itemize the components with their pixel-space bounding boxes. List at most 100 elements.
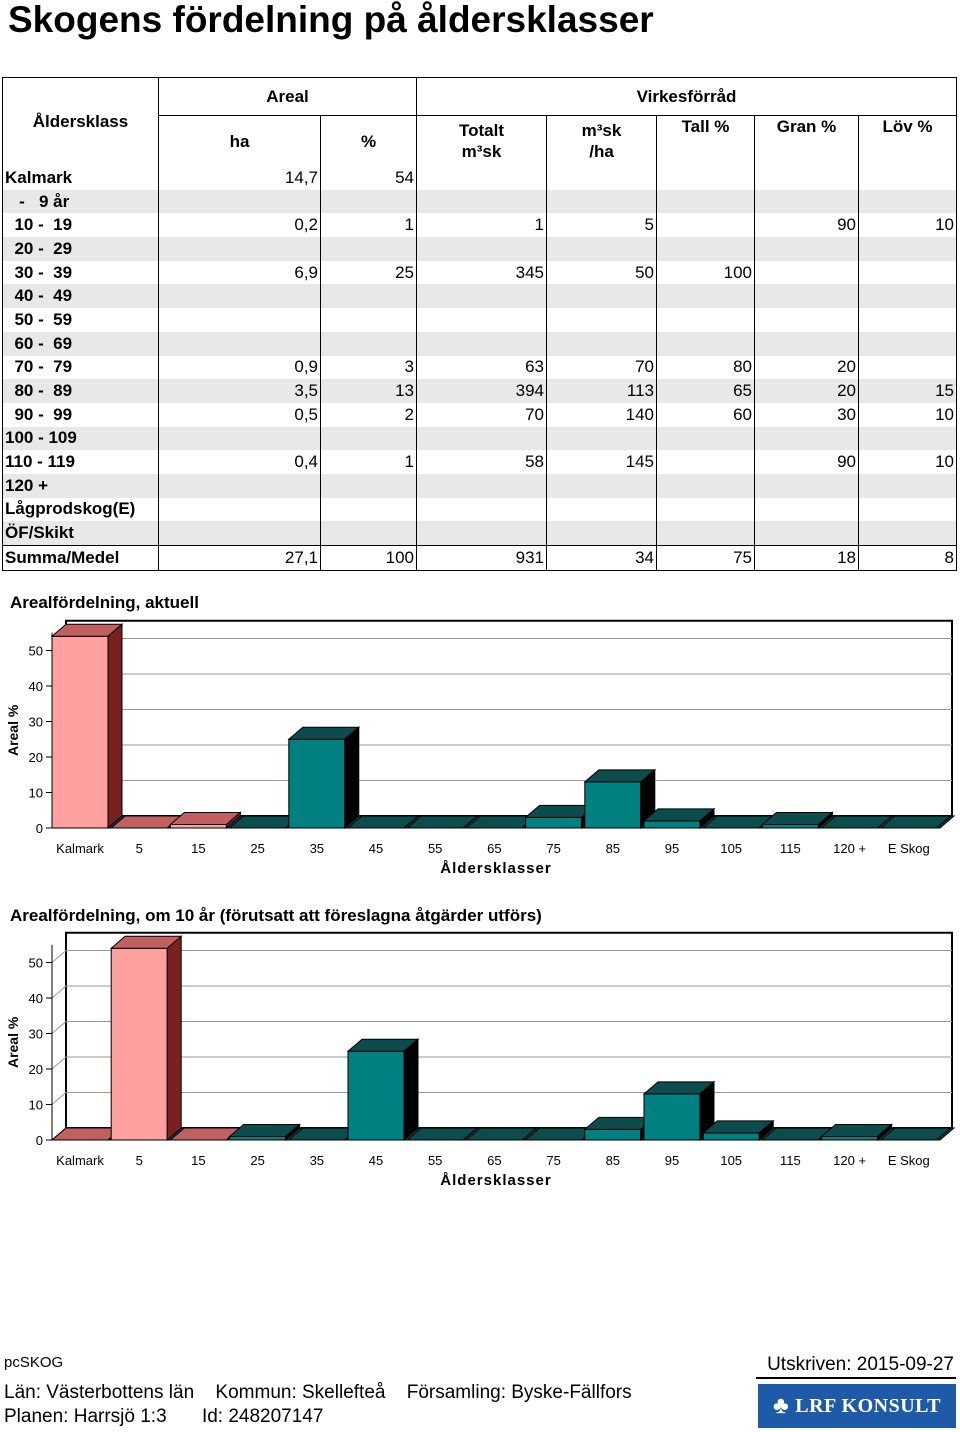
cell-gran — [754, 189, 859, 214]
cell-ha — [158, 237, 321, 261]
kommun-text: Kommun: Skellefteå — [215, 1382, 386, 1403]
cell-pct — [320, 331, 417, 356]
y-tick-label: 30 — [29, 715, 43, 730]
summary-row: Summa/Medel 27,1 100 931 34 75 18 8 — [2, 545, 957, 571]
cell-ha — [158, 521, 321, 546]
cell-m3ha: 113 — [546, 379, 657, 403]
x-tick-label: 45 — [369, 841, 383, 856]
row-label: 10 - 19 — [5, 215, 73, 235]
cell-m3ha — [546, 237, 657, 261]
bar-side — [877, 815, 892, 829]
cell-m3ha — [546, 308, 657, 332]
x-axis-label: Åldersklasser — [440, 1172, 551, 1189]
cell-gran: 20 — [754, 379, 859, 403]
cell-pct: 3 — [320, 355, 417, 380]
bar-side — [403, 1038, 419, 1142]
cell-lov — [857, 473, 957, 498]
bar-side — [403, 815, 419, 829]
cell-pct: 2 — [320, 402, 417, 427]
cell-pct: 1 — [320, 213, 417, 238]
x-tick-label: 115 — [780, 1153, 801, 1168]
row-label: 40 - 49 — [2, 284, 159, 309]
cell-pct: 100 — [320, 545, 417, 571]
cell-tall — [656, 237, 755, 261]
cell-gran — [754, 331, 859, 356]
table-row: 10 - 19 0,2 1 1 5 90 10 — [3, 213, 957, 238]
cell-ha — [158, 308, 321, 332]
y-tick-label: 40 — [29, 679, 43, 694]
bar-side — [462, 815, 478, 829]
cell-lov — [857, 497, 957, 522]
cell-pct — [320, 473, 417, 498]
row-label: Lågprodskog(E) — [5, 499, 136, 519]
x-tick-label: E Skog — [888, 841, 930, 856]
bar-side — [936, 815, 952, 829]
bar — [584, 781, 642, 829]
cell-ha: 0,2 — [158, 213, 321, 238]
cell-gran: 30 — [754, 402, 859, 427]
bar — [821, 1135, 879, 1141]
bar — [169, 823, 227, 829]
grid-line-side — [51, 1092, 67, 1105]
header-totalt-line1: Totalt — [458, 121, 504, 140]
x-tick-label: 95 — [665, 1153, 679, 1168]
table-row: 60 - 69 — [2, 331, 957, 356]
bar — [347, 1050, 405, 1141]
cell-tall — [656, 426, 755, 451]
cell-lov: 10 — [857, 402, 957, 427]
cell-lov — [857, 189, 957, 214]
header-m3sk-line1: m³sk — [581, 121, 622, 140]
x-tick-label: 35 — [310, 841, 324, 856]
row-label: Summa/Medel — [2, 545, 159, 571]
cell-pct — [320, 237, 417, 261]
page-title: Skogens fördelning på åldersklasser — [8, 0, 654, 40]
cell-totalt: 70 — [416, 402, 547, 427]
cell-gran — [754, 308, 859, 332]
x-tick-label: 115 — [780, 841, 801, 856]
grid-line-side — [51, 1056, 67, 1070]
x-tick-label: 15 — [191, 841, 205, 856]
header-areal: Areal — [158, 77, 417, 116]
table-row: Kalmark 14,7 54 — [3, 166, 957, 190]
row-label: 70 - 79 — [5, 357, 73, 377]
x-tick-label: 120 + — [833, 1153, 866, 1168]
cell-m3ha — [546, 331, 657, 356]
cell-gran: 90 — [754, 450, 859, 474]
y-tick-label: 20 — [29, 1062, 43, 1077]
x-tick-label: 5 — [136, 841, 143, 856]
cell-m3ha — [546, 473, 657, 498]
bar — [643, 820, 701, 829]
grid-line-side — [51, 950, 67, 963]
x-tick-label: 120 + — [833, 841, 866, 856]
footer-divider — [756, 1377, 956, 1379]
table-row: 40 - 49 — [2, 284, 957, 309]
row-label: 120 + — [2, 473, 159, 498]
cell-ha: 14,7 — [158, 166, 321, 190]
x-tick-label: 75 — [546, 1153, 560, 1168]
bar-side — [225, 811, 241, 830]
cell-tall: 65 — [656, 379, 755, 403]
clover-icon: ♣ — [773, 1392, 790, 1419]
cell-pct: 1 — [320, 450, 417, 474]
cell-ha — [158, 426, 321, 451]
cell-ha: 0,4 — [158, 450, 321, 474]
y-axis-label: Areal % — [5, 1016, 21, 1068]
cell-tall — [656, 497, 755, 522]
x-tick-label: 85 — [606, 1153, 620, 1168]
x-tick-label: 35 — [310, 1153, 324, 1168]
x-tick-label: 105 — [720, 841, 742, 856]
chart-10-years: 0 10 20 30 40 50 Areal % Kalmark 5 15 25 35 45 55 65 75… — [5, 931, 956, 1189]
header-pct: % — [320, 115, 417, 166]
cell-ha: 6,9 — [158, 260, 321, 285]
table-row: 90 - 99 0,5 2 70 140 60 30 10 — [3, 402, 957, 427]
header-m3sk-ha: m³sk /ha — [546, 115, 657, 166]
x-tick-label: E Skog — [888, 1153, 930, 1168]
cell-gran — [754, 473, 859, 498]
footer-location: Län: Västerbottens län Kommun: Skellefte… — [4, 1382, 648, 1404]
logo-text: LRF KONSULT — [795, 1394, 941, 1417]
cell-totalt: 345 — [416, 260, 547, 285]
printed-date: Utskriven: 2015-09-27 — [767, 1354, 954, 1375]
header-age-class: Åldersklass — [32, 112, 129, 131]
cell-totalt — [416, 473, 547, 498]
cell-gran — [754, 237, 859, 261]
